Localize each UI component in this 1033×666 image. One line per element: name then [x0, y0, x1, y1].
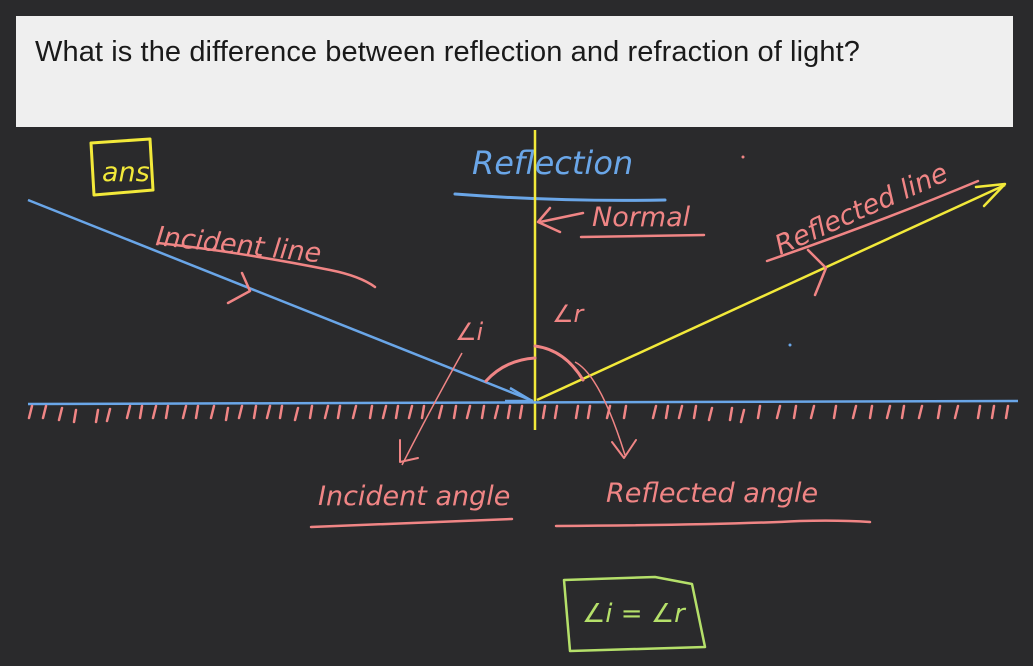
law-box: ∠i = ∠r	[562, 575, 707, 653]
mirror-hatching	[27, 404, 1010, 424]
reflected-direction-arrow-icon	[806, 248, 828, 297]
angle-i-label: ∠i	[455, 318, 484, 346]
stray-dot	[788, 343, 792, 347]
question-text: What is the difference between reflectio…	[35, 36, 860, 68]
incident-arrowhead-icon	[505, 386, 534, 403]
ans-box: ans	[89, 137, 155, 197]
mirror-surface	[27, 399, 1019, 406]
normal-arrow-icon	[536, 206, 562, 234]
reflected-angle-label: Reflected angle	[606, 478, 818, 509]
reflected-arrowhead-icon	[974, 182, 1007, 208]
stray-dot	[741, 155, 745, 159]
reflected-pointer-arrow-icon	[611, 439, 637, 459]
question-banner: What is the difference between reflectio…	[16, 16, 1013, 127]
normal-label-group: Normal	[536, 202, 706, 239]
normal-label: Normal	[592, 202, 691, 233]
reflected-angle-arc	[533, 344, 585, 382]
angle-r-label: ∠r	[552, 300, 586, 328]
reflected-angle-pointer	[574, 361, 626, 456]
title-underline	[453, 192, 667, 202]
incident-angle-arc	[484, 356, 537, 383]
reflected-ray	[536, 183, 1006, 402]
incident-line-label: Incident line	[154, 221, 323, 269]
incident-pointer-arrow-icon	[399, 439, 419, 463]
reflected-line-label: Reflected line	[770, 157, 952, 261]
incident-line-label-group: Incident line	[154, 221, 377, 305]
incident-direction-arrow-icon	[226, 271, 252, 305]
incident-angle-pointer	[401, 352, 463, 466]
incident-angle-label: Incident angle	[318, 481, 510, 512]
ans-label: ans	[102, 157, 150, 188]
incident-ray	[27, 198, 534, 403]
law-text: ∠i = ∠r	[582, 599, 687, 629]
reflected-line-label-group: Reflected line	[765, 157, 980, 297]
diagram-title: Reflection	[472, 144, 633, 182]
